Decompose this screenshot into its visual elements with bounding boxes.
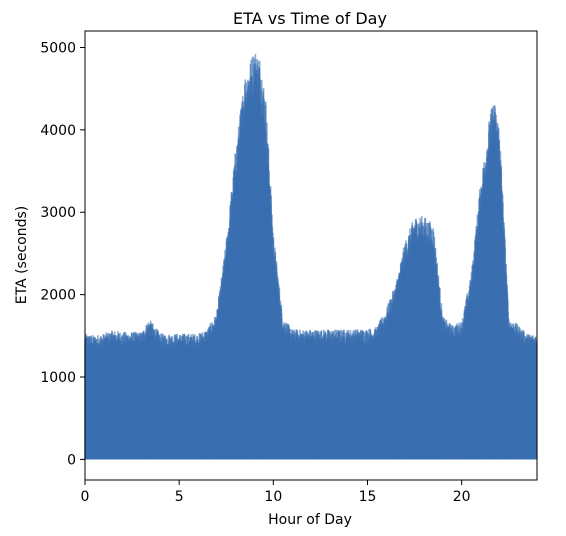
scatter-points [84,54,538,460]
y-tick-label-5: 5000 [40,40,76,56]
y-tick-label-3: 3000 [40,205,76,221]
x-tick-label-1: 5 [175,489,184,505]
plot-frame [84,30,538,481]
x-tick-label-3: 15 [359,489,377,505]
y-axis: 0 1000 2000 3000 4000 5000 [40,40,85,468]
x-tick-label-4: 20 [453,489,471,505]
y-tick-label-0: 0 [67,452,76,468]
y-tick-label-1: 1000 [40,370,76,386]
y-tick-label-4: 4000 [40,123,76,139]
chart-title: ETA vs Time of Day [233,9,387,28]
x-axis-title: Hour of Day [268,512,352,528]
y-axis-title: ETA (seconds) [14,206,30,305]
x-axis: 0 5 10 15 20 [81,480,471,505]
x-tick-label-0: 0 [81,489,90,505]
x-tick-label-2: 10 [264,489,282,505]
y-tick-label-2: 2000 [40,288,76,304]
